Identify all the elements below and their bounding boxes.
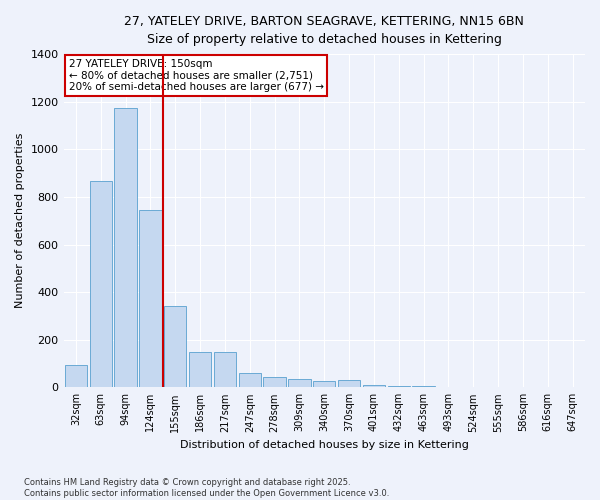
Bar xyxy=(263,376,286,388)
Bar xyxy=(89,182,112,388)
Bar xyxy=(313,382,335,388)
Bar xyxy=(412,386,435,388)
Text: Contains HM Land Registry data © Crown copyright and database right 2025.
Contai: Contains HM Land Registry data © Crown c… xyxy=(24,478,389,498)
X-axis label: Distribution of detached houses by size in Kettering: Distribution of detached houses by size … xyxy=(180,440,469,450)
Bar xyxy=(214,352,236,388)
Bar xyxy=(388,386,410,388)
Bar xyxy=(189,352,211,388)
Bar xyxy=(288,379,311,388)
Bar xyxy=(338,380,360,388)
Bar xyxy=(65,364,87,388)
Bar xyxy=(363,385,385,388)
Text: 27 YATELEY DRIVE: 150sqm
← 80% of detached houses are smaller (2,751)
20% of sem: 27 YATELEY DRIVE: 150sqm ← 80% of detach… xyxy=(69,59,324,92)
Y-axis label: Number of detached properties: Number of detached properties xyxy=(15,133,25,308)
Bar xyxy=(164,306,187,388)
Title: 27, YATELEY DRIVE, BARTON SEAGRAVE, KETTERING, NN15 6BN
Size of property relativ: 27, YATELEY DRIVE, BARTON SEAGRAVE, KETT… xyxy=(124,15,524,46)
Bar xyxy=(139,210,161,388)
Bar xyxy=(239,373,261,388)
Bar xyxy=(115,108,137,388)
